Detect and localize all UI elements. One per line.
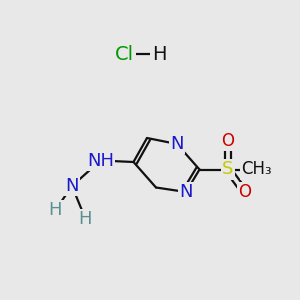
Text: N: N <box>179 183 193 201</box>
Text: N: N <box>170 135 184 153</box>
Text: CH₃: CH₃ <box>241 160 272 178</box>
Text: H: H <box>79 210 92 228</box>
Text: S: S <box>222 160 234 178</box>
Text: NH: NH <box>87 152 114 169</box>
Text: H: H <box>152 44 166 64</box>
Text: O: O <box>238 183 251 201</box>
Text: O: O <box>221 132 235 150</box>
Text: H: H <box>49 201 62 219</box>
Text: Cl: Cl <box>115 44 134 64</box>
Text: N: N <box>65 177 79 195</box>
